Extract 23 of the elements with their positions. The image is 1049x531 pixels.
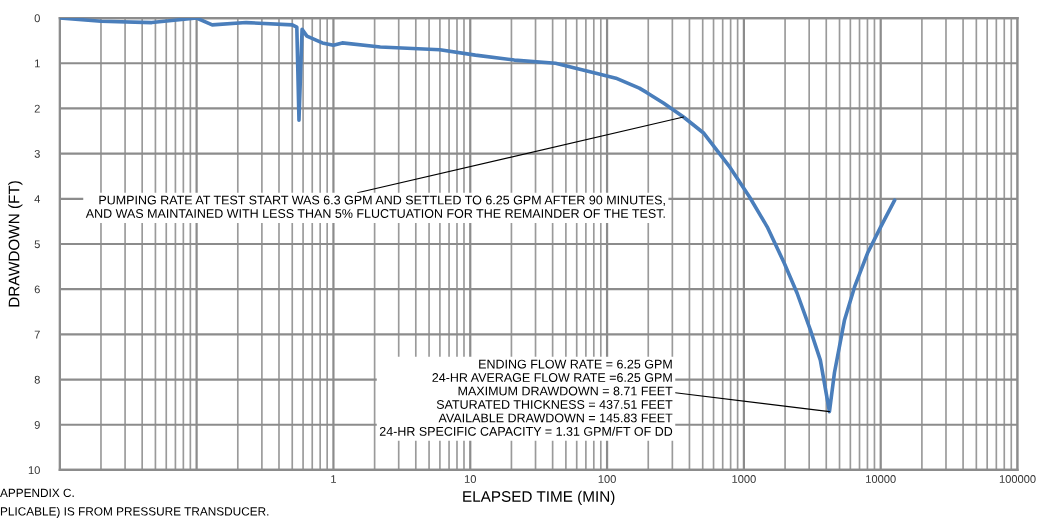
x-tick-label: 100 (598, 475, 616, 483)
x-tick-label: 100000 (999, 475, 1036, 483)
y-tick-label: 7 (34, 330, 40, 339)
y-tick-label: 2 (34, 104, 40, 113)
annotation: ENDING FLOW RATE = 6.25 GPM 24-HR AVERAGE FLOW RATE =6.25 GPM MAXIMUM DRAWDOWN = 8.71 FEET SATURATED THICKNESS = 437.51 FEET AVAILABLE DRAWDOWN = 145.83 FEET 24-HR SPECIFIC CAPACITY = 1.31 GPM/FT OF DD (379, 359, 673, 436)
x-axis-title: ELAPSED TIME (MIN) (463, 490, 615, 505)
y-tick-label: 10 (28, 466, 40, 475)
y-tick-label: 5 (34, 240, 40, 249)
y-tick-label: 1 (35, 59, 40, 68)
y-tick-label: 9 (34, 421, 40, 429)
y-axis-title: DRAWDOWN (FT) (8, 181, 23, 307)
y-tick-label: 3 (34, 149, 40, 158)
y-tick-label: 8 (34, 375, 40, 384)
x-tick-label: 10 (464, 475, 476, 483)
text: APPENDIX C. (0, 488, 74, 497)
y-tick-label: 0 (34, 14, 40, 23)
x-tick-label: 10000 (866, 475, 896, 483)
y-tick-label: 4 (34, 195, 41, 203)
text: PLICABLE) IS FROM PRESSURE TRANSDUCER. (0, 506, 269, 518)
annotation: PUMPING RATE AT TEST START WAS 6.3 GPM AND SETTLED TO 6.25 GPM AFTER 90 MINUTES, AND WAS MAINTAINED WITH LESS THAN 5% FLUCTUATION FOR THE REMAINDER OF THE TEST. (85, 195, 665, 218)
x-tick-label: 1000 (732, 475, 756, 483)
x-tick-label: 1 (331, 475, 336, 483)
y-tick-label: 6 (34, 285, 40, 294)
